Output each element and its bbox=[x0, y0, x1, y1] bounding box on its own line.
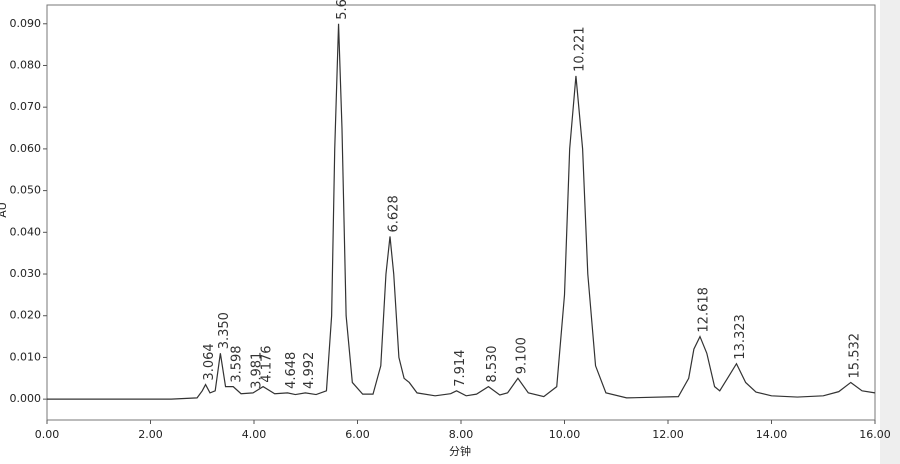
peak-label: 9.100 bbox=[514, 337, 529, 374]
peak-label: 4.176 bbox=[260, 345, 275, 382]
x-tick-label: 4.00 bbox=[242, 428, 267, 441]
x-tick-label: 2.00 bbox=[138, 428, 163, 441]
peak-label: 3.981 bbox=[250, 352, 265, 389]
x-tick-label: 14.00 bbox=[756, 428, 788, 441]
y-tick-label: 0.050 bbox=[10, 184, 42, 197]
y-tick-label: 0.090 bbox=[10, 17, 42, 30]
peak-label: 6.628 bbox=[386, 195, 401, 232]
y-tick-label: 0.030 bbox=[10, 267, 42, 280]
peak-label: 15.532 bbox=[847, 333, 862, 379]
x-tick-label: 0.00 bbox=[35, 428, 60, 441]
peak-label: 3.064 bbox=[202, 343, 217, 380]
chromatogram-trace bbox=[47, 23, 876, 400]
peak-label: 3.350 bbox=[217, 312, 232, 349]
peak-label: 13.323 bbox=[733, 314, 748, 360]
peak-label: 10.221 bbox=[572, 26, 587, 72]
peak-label: 7.914 bbox=[453, 350, 468, 387]
y-tick-label: 0.040 bbox=[10, 225, 42, 238]
peak-label: 12.618 bbox=[696, 287, 711, 333]
y-tick-label: 0.060 bbox=[10, 142, 42, 155]
x-tick-label: 16.00 bbox=[859, 428, 891, 441]
peak-label: 4.992 bbox=[302, 352, 317, 389]
x-tick-label: 12.00 bbox=[652, 428, 684, 441]
x-tick-label: 8.00 bbox=[449, 428, 474, 441]
peak-label: 3.598 bbox=[230, 345, 245, 382]
y-axis-label: AU bbox=[0, 202, 9, 218]
y-tick-label: 0.000 bbox=[10, 392, 42, 405]
peak-label: 4.648 bbox=[284, 352, 299, 389]
x-tick-label: 10.00 bbox=[549, 428, 581, 441]
y-tick-label: 0.080 bbox=[10, 58, 42, 71]
peak-label: 8.530 bbox=[485, 345, 500, 382]
y-tick-label: 0.020 bbox=[10, 309, 42, 322]
y-tick-label: 0.070 bbox=[10, 100, 42, 113]
scrollbar-strip bbox=[880, 0, 900, 464]
x-tick-label: 6.00 bbox=[345, 428, 370, 441]
peak-label: 5.634 bbox=[335, 0, 350, 20]
y-tick-label: 0.010 bbox=[10, 350, 42, 363]
x-axis-label: 分钟 bbox=[449, 444, 471, 458]
